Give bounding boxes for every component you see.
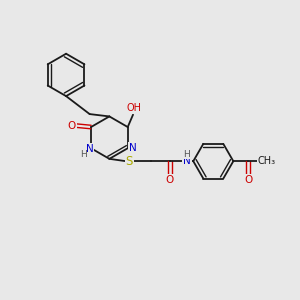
Text: N: N xyxy=(129,143,137,153)
Text: H: H xyxy=(183,150,190,159)
Text: CH₃: CH₃ xyxy=(258,156,276,166)
Text: O: O xyxy=(244,175,252,185)
Text: O: O xyxy=(68,121,76,130)
Text: S: S xyxy=(126,155,133,168)
Text: H: H xyxy=(80,150,86,159)
Text: OH: OH xyxy=(127,103,142,113)
Text: O: O xyxy=(166,175,174,185)
Text: N: N xyxy=(86,144,93,154)
Text: N: N xyxy=(183,156,191,166)
